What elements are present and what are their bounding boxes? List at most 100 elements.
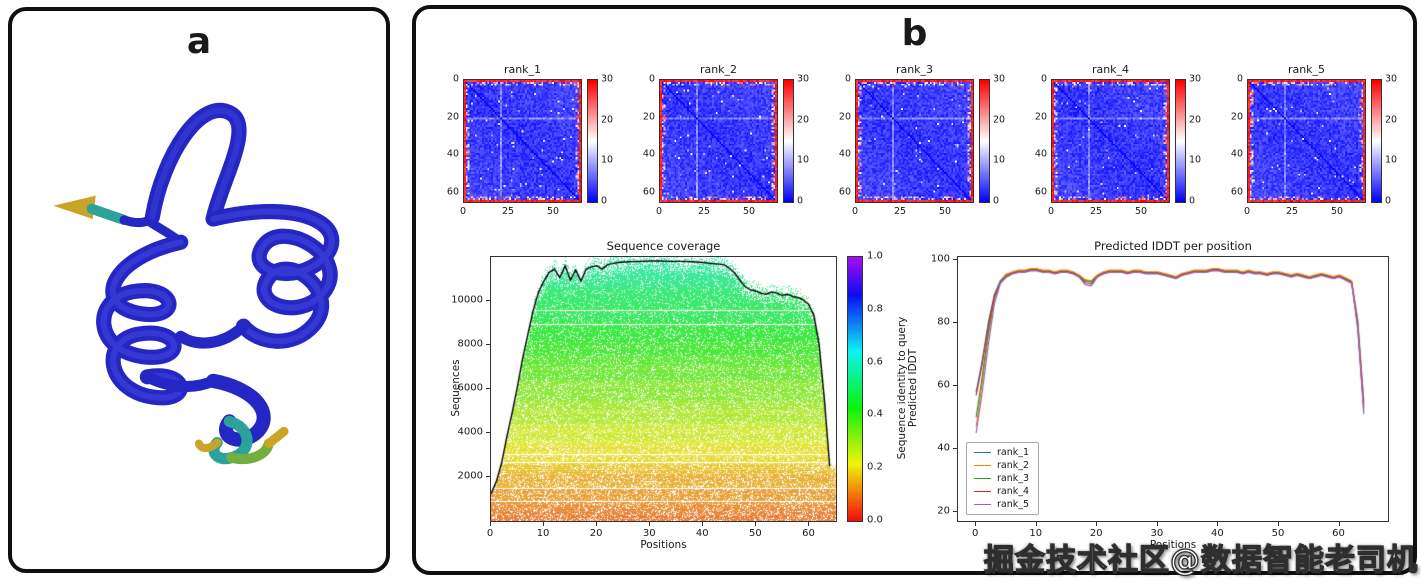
legend-line-swatch — [974, 465, 991, 466]
x-tick-label: 10 — [1029, 528, 1043, 539]
plddt-legend-item: rank_5 — [974, 499, 1029, 510]
ribbon-segment-yellow-bottom — [194, 438, 222, 453]
pae-heatmap-canvas — [856, 80, 973, 202]
x-tick-label: 60 — [1332, 528, 1345, 539]
pae-figure-body: 0 20 40 60 0 10 20 30 — [834, 74, 1011, 207]
pae-y-tick-label: 40 — [1034, 148, 1047, 160]
pae-heatmap — [1247, 79, 1366, 203]
colorbar-tick-label: 0.2 — [867, 461, 883, 473]
tick-mark — [953, 447, 957, 449]
pae-x-tick-label: 50 — [742, 206, 756, 217]
tick-mark — [953, 384, 957, 386]
pae-heatmap — [463, 79, 582, 203]
pae-x-tick-label: 0 — [1047, 206, 1055, 217]
pae-heatmap-canvas — [464, 80, 581, 202]
pae-heatmap — [855, 79, 974, 203]
coverage-y-ticks: 2000 4000 6000 8000 10000 — [444, 256, 490, 520]
tick-mark — [596, 522, 598, 526]
panel-b-label: b — [901, 13, 928, 54]
pae-y-tick-label: 60 — [838, 186, 851, 198]
pae-colorbar-tick-label: 20 — [1189, 114, 1202, 126]
legend-label: rank_3 — [997, 473, 1030, 484]
tick-mark — [1338, 522, 1340, 526]
y-tick-label: 100 — [930, 253, 950, 265]
pae-colorbar-canvas — [1371, 79, 1382, 203]
ribbon-top-loop — [144, 103, 247, 227]
plddt-legend-item: rank_1 — [974, 447, 1029, 458]
tick-mark — [1035, 522, 1037, 526]
pae-y-tick-label: 20 — [1034, 111, 1047, 123]
coverage-chart-title: Sequence coverage — [606, 239, 721, 253]
pae-figure-rank_5: rank_5 0 20 40 60 0 10 20 30 0 25 50 — [1226, 63, 1403, 219]
pae-y-tick-label: 60 — [1034, 186, 1047, 198]
pae-heatmap-canvas — [1052, 80, 1169, 202]
ribbon-top-loop-highlight — [149, 107, 243, 222]
ribbon-helix-left-highlight — [100, 239, 184, 401]
plddt-y-axis-label: Predicted IDDT — [907, 348, 919, 428]
pae-colorbar-tick-label: 30 — [797, 73, 810, 85]
legend-label: rank_4 — [997, 486, 1030, 497]
pae-colorbar-tick-label: 20 — [797, 114, 810, 126]
pae-heatmap-canvas — [1248, 80, 1365, 202]
tick-mark — [649, 522, 651, 526]
pae-colorbar-canvas — [587, 79, 598, 203]
pae-x-tick-label: 25 — [1285, 206, 1299, 217]
y-tick-label: 10000 — [451, 294, 483, 306]
plddt-x-axis-label: Positions — [1149, 539, 1197, 551]
ribbon-segment-teal-left — [86, 203, 130, 226]
x-tick-label: 50 — [1271, 528, 1285, 539]
x-tick-label: 60 — [802, 528, 815, 539]
tick-mark — [1217, 522, 1219, 526]
tick-mark — [486, 388, 490, 389]
pae-y-tick-label: 20 — [642, 111, 655, 123]
pae-y-tick-label: 40 — [1230, 148, 1243, 160]
pae-matrix-row: rank_1 0 20 40 60 0 10 20 30 0 25 50 rank_2 0 20 40 60 0 1… — [442, 63, 1403, 219]
pae-colorbar-tick-label: 30 — [1385, 73, 1398, 85]
pae-x-tick-label: 25 — [1089, 206, 1103, 217]
pae-title: rank_3 — [895, 63, 934, 76]
x-tick-label: 40 — [695, 528, 709, 539]
panel-a-label: a — [186, 21, 212, 62]
ribbon-loop — [175, 320, 250, 349]
tick-mark — [953, 259, 957, 261]
identity-colorbar-canvas — [847, 256, 863, 522]
plddt-legend-item: rank_4 — [974, 486, 1029, 497]
coverage-canvas — [491, 257, 836, 521]
pae-colorbar-tick-label: 30 — [1189, 73, 1202, 85]
plddt-plot-area: rank_1 rank_2 rank_3 rank_4 rank_5 — [957, 256, 1389, 522]
protein-structure-illustration — [53, 103, 340, 465]
plddt-x-ticks: 0 10 20 30 40 50 60 — [957, 522, 1389, 540]
tick-mark — [1096, 522, 1098, 526]
legend-label: rank_5 — [997, 499, 1030, 510]
y-tick-label: 4000 — [457, 426, 483, 438]
pae-y-tick-label: 40 — [446, 148, 459, 160]
pae-colorbar-tick-label: 0 — [1189, 195, 1196, 207]
pae-y-tick-label: 60 — [1230, 186, 1243, 198]
pae-x-tick-label: 50 — [1330, 206, 1344, 217]
tick-mark — [490, 522, 491, 526]
legend-line-swatch — [974, 504, 991, 505]
tick-mark — [755, 522, 757, 526]
pae-title: rank_1 — [503, 63, 542, 76]
pae-colorbar: 0 10 20 30 — [587, 74, 619, 207]
y-tick-label: 60 — [937, 379, 950, 391]
pae-colorbar-tick-label: 10 — [601, 154, 614, 166]
pae-colorbar-tick-label: 10 — [993, 154, 1006, 166]
pae-colorbar-tick-label: 20 — [1385, 114, 1398, 126]
pae-colorbar: 0 10 20 30 — [1371, 74, 1403, 207]
tick-mark — [486, 300, 490, 301]
pae-figure-rank_1: rank_1 0 20 40 60 0 10 20 30 0 25 50 — [442, 63, 619, 219]
pae-y-tick-label: 20 — [838, 111, 851, 123]
pae-x-tick-label: 25 — [697, 206, 711, 217]
plddt-legend-item: rank_2 — [974, 460, 1029, 471]
pae-x-tick-label: 0 — [655, 206, 663, 217]
pae-x-tick-label: 50 — [546, 206, 560, 217]
tick-mark — [975, 522, 977, 526]
pae-y-tick-label: 0 — [648, 73, 655, 85]
pae-heatmap-canvas — [660, 80, 777, 202]
pae-colorbar-tick-label: 20 — [993, 114, 1006, 126]
x-tick-label: 0 — [971, 528, 979, 539]
x-tick-label: 20 — [1089, 528, 1103, 539]
pae-figure-body: 0 20 40 60 0 10 20 30 — [638, 74, 815, 207]
pae-x-tick-label: 0 — [1243, 206, 1251, 217]
